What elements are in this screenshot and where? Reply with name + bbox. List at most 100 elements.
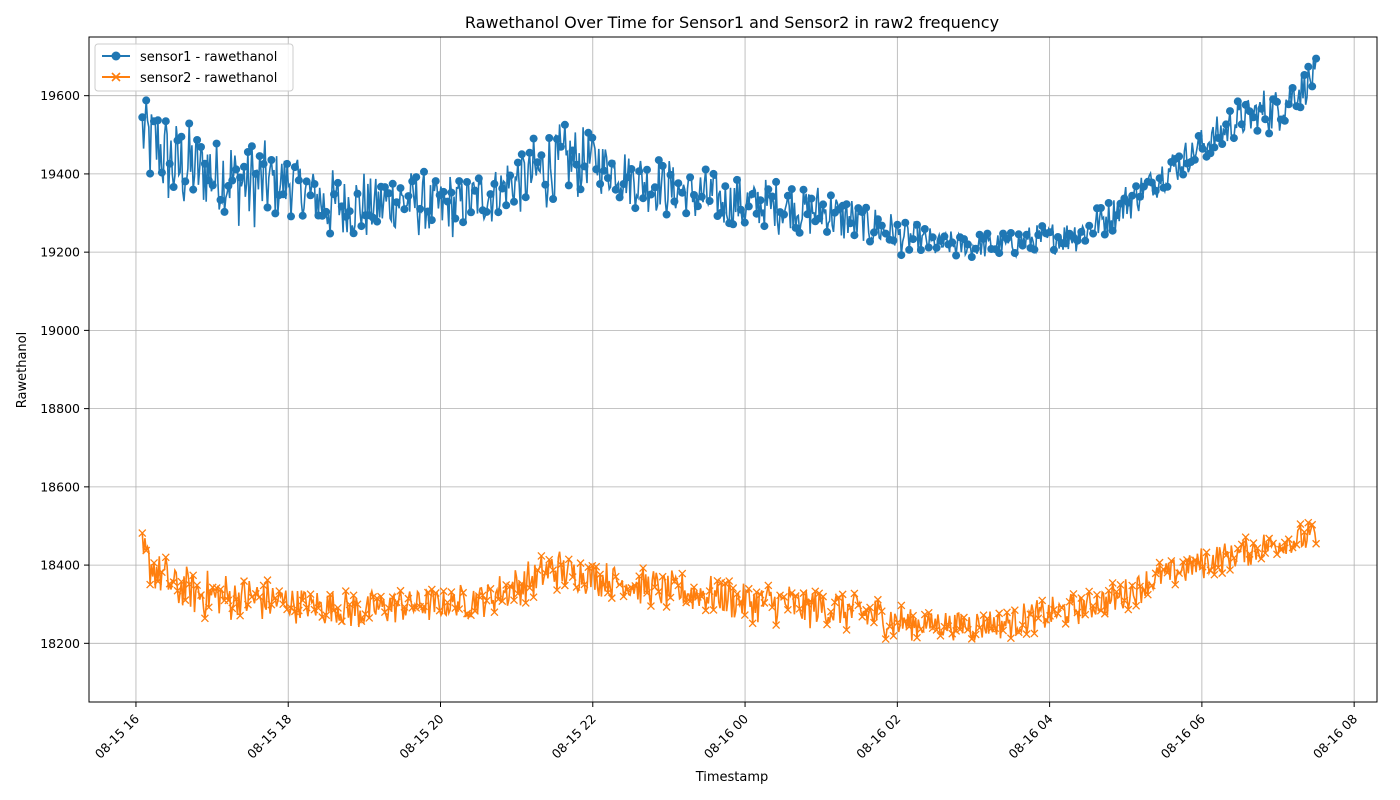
data-point xyxy=(345,600,354,609)
data-point xyxy=(189,185,198,194)
data-point xyxy=(901,617,910,626)
data-point xyxy=(322,611,331,620)
data-point xyxy=(1179,558,1188,567)
data-point xyxy=(1210,143,1219,152)
data-point xyxy=(924,608,933,617)
data-point xyxy=(905,622,914,631)
data-point xyxy=(799,185,808,194)
data-point xyxy=(455,605,464,614)
data-point xyxy=(404,594,413,603)
data-point xyxy=(333,603,342,612)
data-point xyxy=(721,579,730,588)
data-point xyxy=(1089,229,1098,238)
data-point xyxy=(165,159,174,168)
y-axis-label: Rawethanol xyxy=(15,332,30,408)
data-point xyxy=(897,601,906,610)
data-point xyxy=(983,614,992,623)
data-point xyxy=(478,591,487,600)
data-point xyxy=(916,625,925,634)
data-point xyxy=(353,189,362,198)
data-point xyxy=(216,195,225,204)
data-point xyxy=(791,592,800,600)
data-point xyxy=(913,633,921,642)
data-point xyxy=(1108,226,1117,235)
data-point xyxy=(185,580,194,589)
data-point xyxy=(521,193,530,202)
data-point xyxy=(451,214,460,223)
data-point xyxy=(302,603,311,612)
data-point xyxy=(1171,580,1180,589)
data-point xyxy=(701,606,710,615)
data-point xyxy=(271,594,280,602)
data-point xyxy=(373,217,382,226)
data-point xyxy=(1257,554,1266,563)
data-point xyxy=(1280,116,1289,125)
data-point xyxy=(811,587,820,596)
data-point xyxy=(1284,100,1293,109)
data-point xyxy=(705,197,714,205)
data-point xyxy=(615,580,624,589)
data-point xyxy=(373,594,382,603)
data-point xyxy=(502,201,511,210)
data-point xyxy=(1245,107,1254,116)
data-point xyxy=(459,588,468,597)
data-point xyxy=(326,590,335,599)
data-point xyxy=(1089,601,1098,610)
data-point xyxy=(654,587,663,596)
data-point xyxy=(674,179,683,188)
data-point xyxy=(1151,186,1160,195)
data-point xyxy=(537,551,546,560)
data-point xyxy=(920,610,929,619)
data-point xyxy=(631,204,640,213)
data-point xyxy=(1096,204,1105,212)
data-point xyxy=(1124,605,1133,614)
data-point xyxy=(416,204,425,213)
data-point xyxy=(197,591,205,599)
data-point xyxy=(259,160,268,168)
data-point xyxy=(1010,249,1019,257)
data-point xyxy=(932,243,941,252)
data-point xyxy=(658,572,667,581)
data-point xyxy=(1132,182,1141,191)
data-point xyxy=(1155,174,1164,183)
data-point xyxy=(1073,236,1082,245)
data-point xyxy=(803,210,812,219)
data-point xyxy=(799,589,808,598)
series-2 xyxy=(138,518,1321,644)
data-point xyxy=(1057,603,1066,612)
data-point xyxy=(384,189,393,198)
data-point xyxy=(733,175,741,184)
data-point xyxy=(1214,563,1223,572)
data-point xyxy=(353,600,362,609)
data-point xyxy=(138,113,147,122)
data-point xyxy=(826,191,835,200)
data-point xyxy=(772,177,781,186)
plot-area-frame xyxy=(88,36,1378,703)
data-point xyxy=(427,216,436,225)
data-point xyxy=(940,232,949,241)
data-point xyxy=(959,613,968,622)
data-point xyxy=(729,584,738,593)
data-point xyxy=(1175,569,1184,577)
data-point xyxy=(486,190,495,199)
data-point xyxy=(909,611,918,620)
data-point xyxy=(862,605,871,614)
data-point xyxy=(431,589,440,597)
y-tick-label: 18800 xyxy=(40,401,80,416)
data-point xyxy=(185,119,194,128)
data-point xyxy=(760,598,769,607)
y-tick-label: 19400 xyxy=(40,166,80,181)
data-point xyxy=(1214,134,1223,142)
data-point xyxy=(850,589,859,598)
data-point xyxy=(971,244,980,253)
x-axis-label: Timestamp xyxy=(695,770,769,785)
data-point xyxy=(1167,556,1176,565)
data-point xyxy=(701,165,710,174)
data-point xyxy=(881,635,890,644)
data-point xyxy=(1061,239,1070,248)
data-point xyxy=(377,592,385,601)
data-point xyxy=(756,196,765,205)
series-1 xyxy=(138,54,1321,261)
data-point xyxy=(1053,609,1062,618)
series-markers-2 xyxy=(138,518,1321,644)
